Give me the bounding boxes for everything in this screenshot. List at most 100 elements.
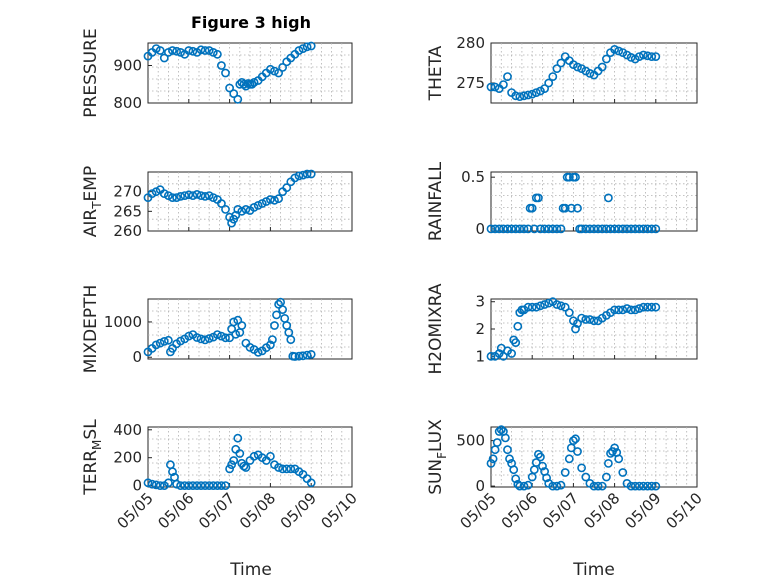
x-tick-label: 05/05 bbox=[114, 489, 157, 532]
data-point bbox=[221, 68, 230, 78]
data-point bbox=[221, 204, 230, 214]
data-point bbox=[184, 481, 194, 490]
data-point bbox=[159, 336, 169, 346]
data-point bbox=[208, 193, 218, 202]
data-point bbox=[589, 224, 599, 234]
data-point bbox=[610, 224, 619, 234]
x-tick-label: 05/06 bbox=[154, 489, 197, 532]
x-tick-label: 05/06 bbox=[498, 489, 541, 532]
x-axis-label-right: Time bbox=[572, 560, 615, 580]
data-point bbox=[531, 302, 541, 312]
data-point bbox=[306, 41, 316, 51]
data-point bbox=[515, 92, 525, 101]
data-point bbox=[306, 169, 316, 179]
data-point bbox=[188, 481, 198, 490]
data-point bbox=[155, 481, 165, 490]
data-point bbox=[622, 304, 632, 313]
y-tick-label: 1 bbox=[475, 347, 485, 365]
x-tick-label: 05/05 bbox=[457, 489, 500, 532]
data-point bbox=[527, 89, 537, 99]
data-point bbox=[204, 481, 214, 490]
data-point bbox=[647, 52, 657, 61]
data-point bbox=[544, 78, 554, 88]
y-tick-label: 270 bbox=[113, 183, 142, 201]
data-point bbox=[626, 53, 636, 62]
data-point bbox=[192, 189, 202, 199]
data-point bbox=[647, 224, 657, 234]
data-point bbox=[618, 468, 628, 477]
y-tick-label: 1000 bbox=[104, 313, 142, 331]
data-point bbox=[196, 334, 206, 344]
x-axis-label-left: Time bbox=[229, 560, 272, 580]
y-tick-label: 280 bbox=[456, 34, 485, 52]
data-point bbox=[180, 191, 190, 200]
data-point bbox=[527, 203, 537, 213]
data-point bbox=[168, 193, 177, 202]
data-point bbox=[176, 481, 185, 490]
data-point bbox=[237, 321, 247, 330]
data-point bbox=[155, 46, 165, 55]
data-point bbox=[290, 173, 300, 183]
data-point bbox=[643, 51, 652, 61]
data-point bbox=[577, 224, 586, 234]
data-point bbox=[651, 302, 661, 312]
y-tick-label: 800 bbox=[113, 94, 142, 112]
data-point bbox=[597, 62, 607, 72]
data-point bbox=[614, 46, 624, 56]
data-point bbox=[486, 224, 496, 234]
data-point bbox=[500, 433, 510, 443]
data-point bbox=[556, 224, 566, 234]
data-point bbox=[515, 224, 525, 234]
data-point bbox=[494, 427, 504, 436]
data-point bbox=[225, 83, 234, 93]
data-point bbox=[538, 461, 547, 471]
data-point bbox=[581, 472, 591, 482]
data-point bbox=[261, 197, 271, 206]
data-point bbox=[204, 46, 214, 55]
data-point bbox=[212, 330, 222, 339]
y-tick-label: 0.5 bbox=[461, 168, 485, 186]
data-point bbox=[247, 79, 257, 89]
data-point bbox=[639, 50, 648, 60]
data-point bbox=[610, 305, 619, 315]
data-point bbox=[639, 224, 648, 234]
data-point bbox=[229, 317, 239, 327]
data-point bbox=[498, 224, 508, 234]
data-point bbox=[511, 224, 521, 234]
data-point bbox=[639, 481, 648, 491]
data-point bbox=[531, 458, 541, 467]
data-point bbox=[573, 62, 582, 72]
y-tick-label: 0 bbox=[132, 477, 142, 495]
data-point bbox=[560, 203, 570, 213]
data-point bbox=[602, 54, 611, 64]
y-axis-label: MIXDEPTH bbox=[81, 285, 101, 374]
data-point bbox=[163, 191, 173, 200]
data-point bbox=[507, 349, 516, 358]
y-tick-label: 900 bbox=[113, 57, 142, 75]
data-point bbox=[626, 481, 636, 491]
data-point bbox=[552, 224, 562, 234]
data-point bbox=[540, 84, 549, 93]
data-point bbox=[237, 206, 247, 216]
data-point bbox=[184, 46, 194, 55]
data-point bbox=[282, 464, 292, 474]
data-point bbox=[651, 52, 661, 61]
data-point bbox=[163, 335, 173, 345]
panel-h2omixra: 1 2 3 H2OMIXRA bbox=[426, 283, 698, 375]
y-tick-label: 400 bbox=[113, 421, 142, 439]
data-point bbox=[278, 63, 287, 72]
data-point bbox=[200, 46, 210, 55]
y-axis-label: H2OMIXRA bbox=[426, 283, 446, 374]
data-point bbox=[225, 464, 234, 474]
data-point bbox=[216, 331, 226, 341]
data-point bbox=[556, 301, 566, 311]
data-point bbox=[503, 445, 512, 455]
data-point bbox=[159, 53, 169, 63]
data-point bbox=[498, 80, 508, 89]
data-point bbox=[511, 474, 521, 484]
data-point bbox=[614, 224, 624, 234]
data-point bbox=[265, 64, 275, 74]
panel-theta: 275 280 THETA bbox=[426, 34, 698, 104]
data-point bbox=[286, 464, 296, 474]
